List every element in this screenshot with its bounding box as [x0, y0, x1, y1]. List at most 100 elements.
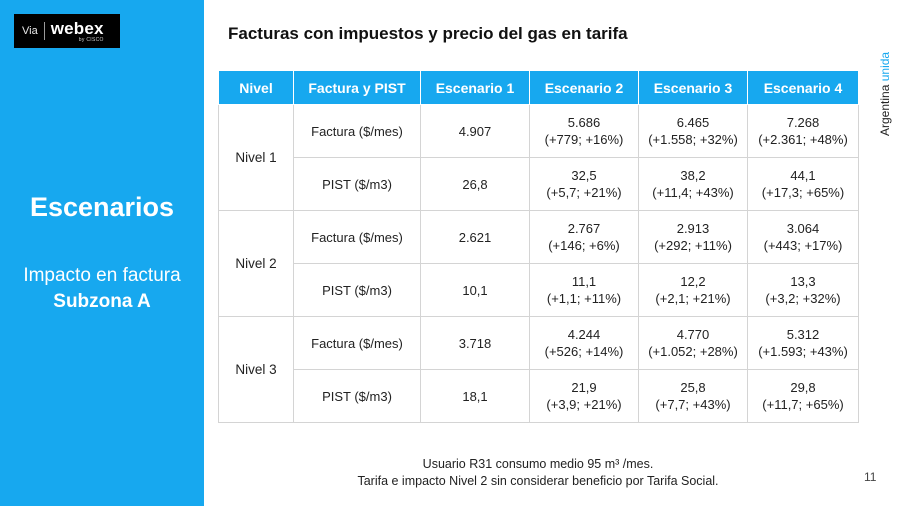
value-cell: 6.465 (+1.558; +32%) [638, 104, 748, 158]
argentina-unida-logo: Argentina unida [858, 36, 898, 140]
brand-word-argentina: Argentina [878, 84, 892, 136]
value-delta: (+443; +17%) [763, 238, 843, 253]
value-cell: 21,9 (+3,9; +21%) [529, 369, 639, 423]
webex-badge: Via webex by CISCO [14, 14, 120, 48]
webex-logo-text: webex [50, 18, 104, 38]
header-escenario-1: Escenario 1 [420, 70, 530, 105]
value-main: 38,2 [680, 168, 706, 183]
value-main: 2.767 [567, 221, 601, 236]
value-cell: 12,2 (+2,1; +21%) [638, 263, 748, 317]
level-cell: Nivel 3 [218, 316, 294, 423]
value-main: 6.465 [676, 115, 710, 130]
header-escenario-4: Escenario 4 [747, 70, 859, 105]
value-main: 7.268 [786, 115, 820, 130]
footnote-line-2: Tarifa e impacto Nivel 2 sin considerar … [357, 474, 719, 488]
value-delta: (+779; +16%) [544, 132, 624, 147]
value-cell: 2.621 [420, 210, 530, 264]
value-cell: 38,2 (+11,4; +43%) [638, 157, 748, 211]
value-delta: (+1.593; +43%) [758, 344, 848, 359]
value-main: 25,8 [680, 380, 706, 395]
value-main: 2.913 [676, 221, 710, 236]
footnote-line-1: Usuario R31 consumo medio 95 m³ /mes. [422, 457, 654, 471]
slide-title: Facturas con impuestos y precio del gas … [228, 24, 628, 43]
value-delta: (+146; +6%) [548, 238, 620, 253]
value-main: 11,1 [571, 274, 597, 289]
table-row: Nivel 2 Factura ($/mes) 2.621 2.767 (+146… [218, 210, 859, 317]
value-main: 3.064 [786, 221, 820, 236]
scenarios-table: Nivel Factura y PIST Escenario 1 Escenar… [218, 70, 859, 423]
value-delta: (+2.361; +48%) [758, 132, 848, 147]
value-delta: (+11,7; +65%) [762, 397, 844, 412]
webex-via-label: Via [22, 25, 38, 37]
value-cell: 3.064 (+443; +17%) [747, 210, 859, 264]
value-cell: 4.907 [420, 104, 530, 158]
value-main: 5.686 [567, 115, 601, 130]
value-cell: 11,1 (+1,1; +11%) [529, 263, 639, 317]
metric-cell: PIST ($/m3) [293, 369, 421, 423]
table-row: Nivel 3 Factura ($/mes) 3.718 4.244 (+526… [218, 316, 859, 423]
metric-cell: PIST ($/m3) [293, 263, 421, 317]
subtitle-line-2: Subzona A [53, 291, 151, 312]
table-row: PIST ($/m3) 10,1 11,1 (+1,1; +11%) 12,2 (+… [219, 263, 859, 317]
metric-cell: Factura ($/mes) [293, 210, 421, 264]
value-cell: 29,8 (+11,7; +65%) [747, 369, 859, 423]
value-main: 29,8 [790, 380, 816, 395]
value-cell: 3.718 [420, 316, 530, 370]
value-cell: 5.312 (+1.593; +43%) [747, 316, 859, 370]
value-delta: (+7,7; +43%) [655, 397, 731, 412]
value-delta: (+1.052; +28%) [648, 344, 738, 359]
value-cell: 18,1 [420, 369, 530, 423]
value-main: 32,5 [571, 168, 597, 183]
header-factura-pist: Factura y PIST [293, 70, 421, 105]
sidebar: Via webex by CISCO Escenarios Impacto en… [0, 0, 204, 506]
value-cell: 44,1 (+17,3; +65%) [747, 157, 859, 211]
value-main: 4.244 [567, 327, 601, 342]
section-title: Escenarios [29, 192, 175, 222]
table-header-row: Nivel Factura y PIST Escenario 1 Escenar… [218, 70, 859, 105]
level-cell: Nivel 2 [218, 210, 294, 317]
value-cell: 32,5 (+5,7; +21%) [529, 157, 639, 211]
value-cell: 13,3 (+3,2; +32%) [747, 263, 859, 317]
level-cell: Nivel 1 [218, 104, 294, 211]
value-main: 4.770 [676, 327, 710, 342]
value-main: 13,3 [790, 274, 816, 289]
value-cell: 10,1 [420, 263, 530, 317]
value-delta: (+1.558; +32%) [648, 132, 738, 147]
section-subtitle: Impacto en factura Subzona A [0, 263, 204, 315]
header-escenario-2: Escenario 2 [529, 70, 639, 105]
value-main: 21,9 [571, 380, 597, 395]
value-cell: 25,8 (+7,7; +43%) [638, 369, 748, 423]
table-row: Nivel 1 Factura ($/mes) 4.907 5.686 (+779… [218, 104, 859, 211]
header-escenario-3: Escenario 3 [638, 70, 748, 105]
value-cell: 7.268 (+2.361; +48%) [747, 104, 859, 158]
webex-logo: webex by CISCO [51, 20, 104, 43]
page-number: 11 [864, 470, 877, 484]
value-delta: (+292; +11%) [654, 238, 732, 253]
value-delta: (+17,3; +65%) [761, 185, 845, 200]
value-cell: 2.913 (+292; +11%) [638, 210, 748, 264]
value-main: 44,1 [790, 168, 816, 183]
value-delta: (+3,2; +32%) [765, 291, 841, 306]
value-delta: (+1,1; +11%) [546, 291, 622, 306]
value-delta: (+526; +14%) [544, 344, 624, 359]
webex-divider [43, 22, 45, 40]
value-delta: (+5,7; +21%) [546, 185, 622, 200]
brand-word-unida: unida [878, 51, 892, 82]
metric-cell: Factura ($/mes) [293, 104, 421, 158]
value-cell: 5.686 (+779; +16%) [529, 104, 639, 158]
value-main: 12,2 [680, 274, 706, 289]
value-cell: 4.770 (+1.052; +28%) [638, 316, 748, 370]
footnote: Usuario R31 consumo medio 95 m³ /mes. Ta… [218, 456, 858, 490]
value-main: 5.312 [786, 327, 820, 342]
table-row: PIST ($/m3) 26,8 32,5 (+5,7; +21%) 38,2 (+… [219, 157, 859, 211]
metric-cell: PIST ($/m3) [293, 157, 421, 211]
value-cell: 2.767 (+146; +6%) [529, 210, 639, 264]
value-delta: (+3,9; +21%) [546, 397, 622, 412]
value-cell: 4.244 (+526; +14%) [529, 316, 639, 370]
value-delta: (+11,4; +43%) [652, 185, 734, 200]
value-delta: (+2,1; +21%) [655, 291, 731, 306]
subtitle-line-1: Impacto en factura [23, 265, 181, 286]
metric-cell: Factura ($/mes) [293, 316, 421, 370]
value-cell: 26,8 [420, 157, 530, 211]
table-row: PIST ($/m3) 18,1 21,9 (+3,9; +21%) 25,8 (+… [219, 369, 859, 423]
